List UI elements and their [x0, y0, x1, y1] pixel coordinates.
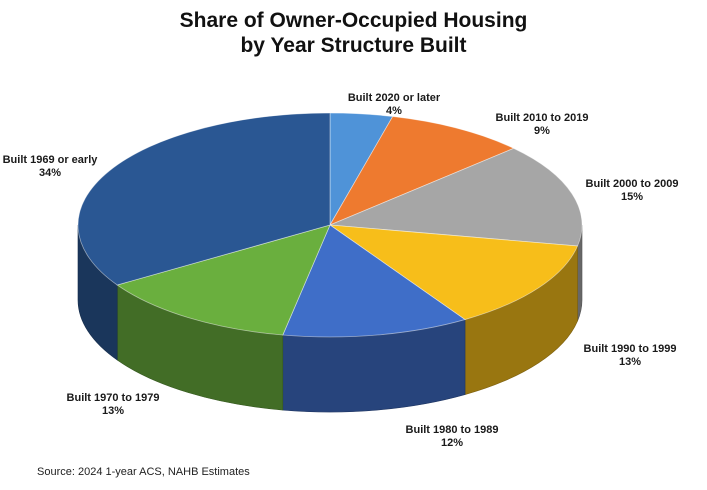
slice-label-value-6: 34%: [39, 167, 61, 179]
pie-slice-6: [77, 112, 331, 286]
source-note: Source: 2024 1-year ACS, NAHB Estimates: [37, 466, 250, 478]
pie-slice-2: [329, 147, 583, 247]
chart-title-line-2: by Year Structure Built: [240, 34, 467, 57]
slice-label-2: Built 2000 to 2009 15%: [586, 178, 679, 203]
slice-label-1: Built 2010 to 2019 9%: [496, 112, 589, 137]
pie-labels: Built 2020 or later 4% Built 2010 to 2019 9…: [3, 92, 679, 449]
slice-label-4: Built 1980 to 1989 12%: [406, 424, 499, 449]
slice-label-name-4: Built 1980 to 1989: [406, 424, 499, 436]
slice-label-value-4: 12%: [441, 437, 463, 449]
slice-label-0: Built 2020 or later 4%: [348, 92, 441, 117]
slice-label-name-0: Built 2020 or later: [348, 92, 441, 104]
pie-slice-3: [328, 224, 579, 321]
pie-slices: [77, 112, 583, 338]
slice-label-6: Built 1969 or early 34%: [3, 154, 99, 179]
slice-label-value-0: 4%: [386, 105, 402, 117]
slice-label-5: Built 1970 to 1979 13%: [67, 392, 160, 417]
chart-title: Share of Owner-Occupied Housing by Year …: [0, 8, 707, 58]
pie-slice-1: [329, 116, 515, 226]
slice-label-value-3: 13%: [619, 356, 641, 368]
slice-label-value-1: 9%: [534, 125, 550, 137]
slice-label-value-2: 15%: [621, 191, 643, 203]
slice-label-value-5: 13%: [102, 405, 124, 417]
slice-label-name-2: Built 2000 to 2009: [586, 178, 679, 190]
slice-label-name-3: Built 1990 to 1999: [584, 343, 677, 355]
pie-sides: [77, 224, 583, 413]
pie-slice-5: [116, 224, 331, 336]
slice-label-name-5: Built 1970 to 1979: [67, 392, 160, 404]
slice-label-name-6: Built 1969 or early: [3, 154, 99, 166]
pie-slice-4: [282, 224, 466, 338]
chart-title-line-1: Share of Owner-Occupied Housing: [179, 9, 528, 32]
slice-label-name-1: Built 2010 to 2019: [496, 112, 589, 124]
slice-label-3: Built 1990 to 1999 13%: [584, 343, 677, 368]
